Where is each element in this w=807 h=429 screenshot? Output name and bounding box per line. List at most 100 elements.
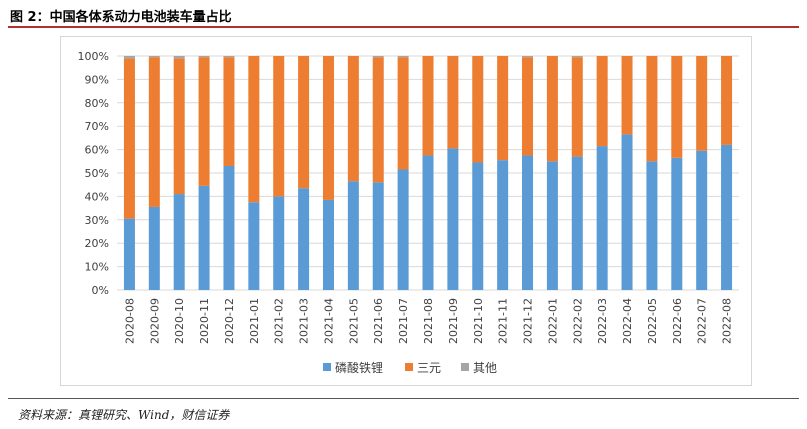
x-tick-label: 2021-05	[347, 298, 360, 344]
legend-label: 其他	[473, 361, 497, 375]
bar-segment	[173, 56, 185, 59]
bar-segment	[123, 218, 135, 290]
bar-segment	[546, 56, 558, 162]
x-tick-label: 2020-12	[223, 298, 236, 344]
x-tick-label: 2020-09	[148, 298, 161, 344]
y-tick-label: 40%	[85, 190, 109, 203]
y-tick-label: 90%	[85, 73, 109, 86]
x-tick-label: 2022-06	[671, 298, 684, 344]
bar-segment	[148, 57, 160, 207]
bar-segment	[123, 56, 135, 59]
source-note: 资料来源：真锂研究、Wind，财信证券	[18, 406, 229, 423]
x-tick-label: 2021-03	[298, 298, 311, 344]
x-tick-label: 2021-02	[273, 298, 286, 344]
chart-frame: 0% 10% 20% 30% 40% 50% 60% 70% 80% 90% 100% 2020-08…	[60, 36, 752, 386]
y-tick-label: 30%	[85, 214, 109, 227]
bar-segment	[248, 56, 260, 203]
x-tick-label: 2021-12	[522, 298, 535, 344]
x-tick-label: 2021-04	[322, 298, 335, 344]
x-tick-label: 2020-11	[198, 298, 211, 344]
bar-segment	[223, 57, 235, 166]
legend-label: 磷酸铁锂	[335, 360, 383, 375]
bar-segment	[397, 57, 409, 170]
y-tick-label: 60%	[85, 144, 109, 157]
bar-segment	[721, 56, 733, 145]
x-tick-label: 2020-10	[173, 298, 186, 344]
stacked-bar-chart: 0% 10% 20% 30% 40% 50% 60% 70% 80% 90% 100% 2020-08…	[78, 50, 739, 375]
source-label: 资料来源：	[18, 408, 79, 422]
legend-swatch	[461, 363, 469, 371]
bar-segment	[173, 194, 185, 290]
bar-segment	[223, 56, 235, 58]
source-rule	[8, 398, 799, 399]
bar-segment	[696, 56, 708, 151]
x-tick-label: 2021-06	[372, 298, 385, 344]
y-tick-label: 50%	[85, 167, 109, 180]
bar-segment	[198, 57, 210, 186]
bar-segment	[422, 155, 434, 290]
source-text: 真锂研究、Wind，财信证券	[78, 408, 230, 422]
bar-segment	[372, 56, 384, 58]
x-tick-label: 2022-05	[646, 298, 659, 344]
bar-segment	[347, 56, 359, 182]
bar-segment	[223, 165, 235, 290]
bar-segment	[671, 56, 683, 158]
legend-swatch	[323, 363, 331, 371]
x-tick-label: 2021-07	[397, 298, 410, 344]
bar-segment	[372, 57, 384, 183]
bar-segment	[696, 150, 708, 290]
bar-segment	[621, 56, 633, 135]
bar-segment	[522, 56, 534, 58]
bar-segment	[497, 56, 509, 161]
bar-segment	[522, 155, 534, 290]
y-tick-label: 20%	[85, 237, 109, 250]
x-tick-label: 2022-02	[571, 298, 584, 344]
bar-segment	[322, 56, 334, 200]
bar-segment	[571, 56, 583, 58]
legend-swatch	[405, 363, 413, 371]
x-tick-label: 2021-08	[422, 298, 435, 344]
x-tick-label: 2022-08	[721, 298, 734, 344]
x-tick-label: 2021-10	[472, 298, 485, 344]
x-tick-label: 2022-03	[596, 298, 609, 344]
bar-segment	[198, 56, 210, 58]
bar-segment	[248, 202, 260, 290]
bar-segment	[322, 199, 334, 290]
bar-segment	[472, 162, 484, 290]
title-rule	[8, 26, 799, 28]
bar-segment	[497, 160, 509, 290]
bar-segment	[123, 58, 135, 219]
x-tick-label: 2021-09	[447, 298, 460, 344]
bar-segment	[646, 161, 658, 290]
bar-segment	[198, 185, 210, 290]
legend-label: 三元	[417, 361, 441, 375]
bar-segment	[596, 56, 608, 147]
bar-segment	[298, 56, 310, 189]
bar-segment	[472, 56, 484, 163]
bar-segment	[372, 182, 384, 290]
bar-segment	[273, 56, 285, 197]
bar-segment	[397, 169, 409, 290]
bar-segment	[522, 57, 534, 156]
bar-segment	[148, 206, 160, 290]
y-tick-label: 100%	[78, 50, 109, 63]
x-tick-label: 2021-11	[497, 298, 510, 344]
bar-segment	[447, 56, 459, 149]
bar-segment	[671, 157, 683, 290]
bar-segment	[397, 56, 409, 58]
figure-title: 图 2：中国各体系动力电池装车量占比	[10, 10, 232, 25]
bar-segment	[148, 56, 160, 58]
bar-segment	[721, 144, 733, 290]
x-tick-label: 2020-08	[123, 298, 136, 344]
y-tick-label: 70%	[85, 120, 109, 133]
bar-segment	[447, 148, 459, 290]
bar-segment	[298, 188, 310, 290]
x-tick-label: 2022-01	[546, 298, 559, 344]
x-tick-label: 2022-07	[696, 298, 709, 344]
y-tick-label: 0%	[92, 284, 109, 297]
bar-segment	[546, 161, 558, 290]
bar-segment	[646, 56, 658, 162]
bar-segment	[596, 146, 608, 290]
x-tick-label: 2021-01	[248, 298, 261, 344]
bar-segment	[273, 196, 285, 290]
